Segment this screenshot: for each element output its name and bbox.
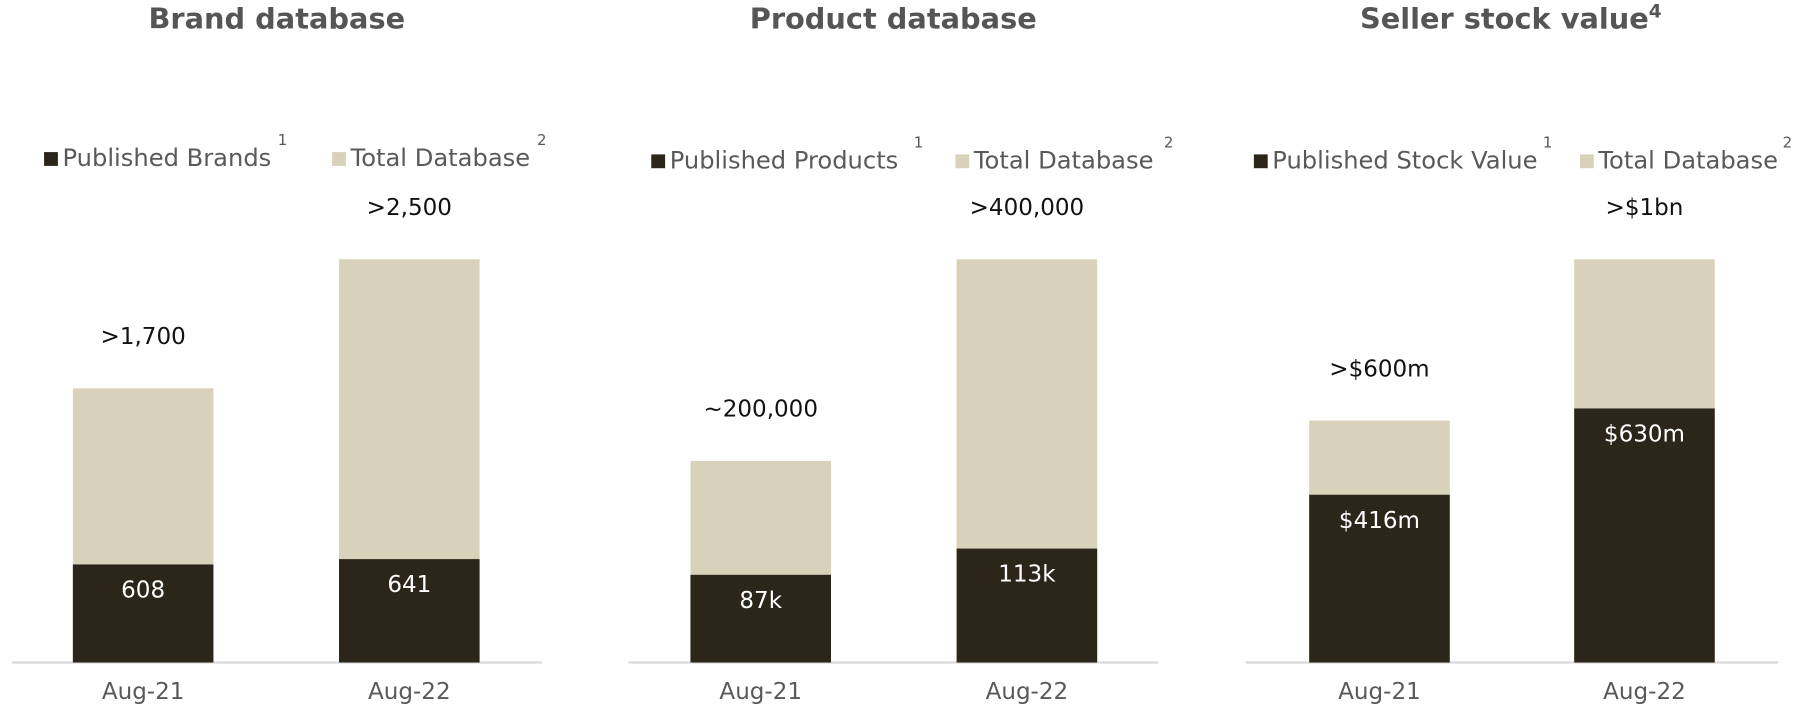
bar xyxy=(1309,494,1450,663)
legend-label: Total Database xyxy=(350,144,531,172)
title-note: 4 xyxy=(1649,2,1662,23)
total-value-label: >$600m xyxy=(1329,356,1429,382)
bar-value-label: 608 xyxy=(121,577,165,603)
total-value-label: >1,700 xyxy=(101,324,186,350)
legend-swatch xyxy=(44,152,58,166)
bar-value-label: $416m xyxy=(1339,508,1420,534)
x-tick-label: Aug-22 xyxy=(368,679,451,704)
legend-note: 1 xyxy=(1543,133,1553,151)
bar-value-label: 641 xyxy=(387,572,431,598)
x-tick-label: Aug-22 xyxy=(1603,679,1686,704)
total-value-label: >2,500 xyxy=(367,195,452,221)
title-text: Brand database xyxy=(148,2,405,36)
legend-note: 2 xyxy=(537,131,547,149)
bar xyxy=(72,564,214,663)
total-value-label: >$1bn xyxy=(1606,195,1684,221)
total-value-label: >400,000 xyxy=(970,195,1085,221)
legend-label: Published Stock Value xyxy=(1272,146,1537,174)
legend-swatch xyxy=(1579,154,1594,169)
legend-note: 2 xyxy=(1164,133,1174,151)
x-tick-label: Aug-22 xyxy=(986,679,1069,704)
chart-title: Seller stock value4 xyxy=(1360,2,1662,36)
legend-label: Published Products xyxy=(670,146,899,174)
total-value-label: ~200,000 xyxy=(703,397,818,423)
legend-label: Total Database xyxy=(973,146,1154,174)
x-tick-label: Aug-21 xyxy=(719,679,802,704)
legend-note: 1 xyxy=(914,133,924,151)
legend-note: 2 xyxy=(1783,133,1793,151)
bar-value-label: 87k xyxy=(739,588,782,614)
bar xyxy=(1574,408,1715,663)
title-text: Product database xyxy=(750,2,1037,36)
bar-value-label: 113k xyxy=(998,562,1056,588)
legend-label: Total Database xyxy=(1597,146,1778,174)
bar-value-label: $630m xyxy=(1604,421,1685,447)
legend-swatch xyxy=(955,154,970,169)
bar xyxy=(690,574,832,663)
x-tick-label: Aug-21 xyxy=(1338,679,1421,704)
legend-label: Published Brands xyxy=(62,144,271,172)
x-tick-label: Aug-21 xyxy=(102,679,185,704)
chart-title: Product database xyxy=(750,2,1037,36)
bar xyxy=(956,548,1098,663)
title-text: Seller stock value xyxy=(1360,2,1649,36)
chart-title: Brand database xyxy=(148,2,405,36)
bar xyxy=(339,559,480,663)
legend-note: 1 xyxy=(278,131,288,149)
legend-swatch xyxy=(651,154,666,169)
legend-swatch xyxy=(1253,154,1268,169)
legend-swatch xyxy=(332,152,346,166)
